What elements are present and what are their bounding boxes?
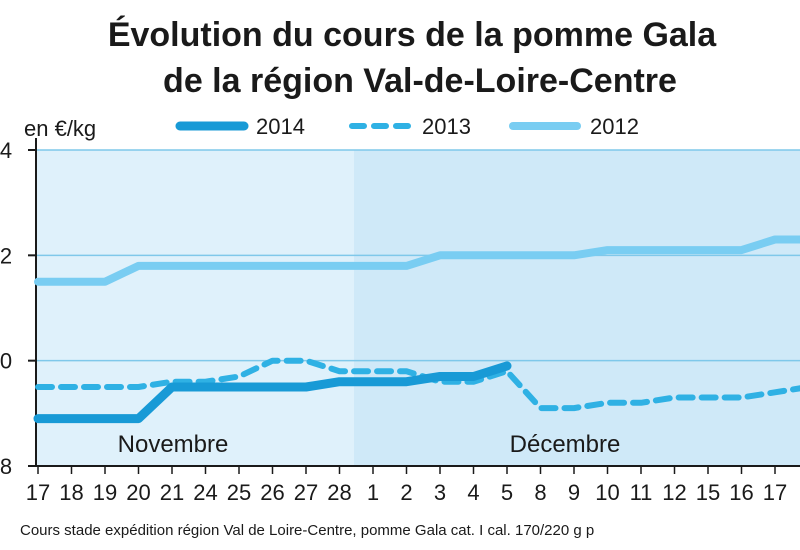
x-tick-label: 18 <box>59 480 83 505</box>
x-tick-label: 8 <box>534 480 546 505</box>
x-tick-label: 15 <box>696 480 720 505</box>
y-tick-label: 0 <box>0 349 12 374</box>
chart-title-line-1: Évolution du cours de la pomme Gala <box>108 16 717 54</box>
x-tick-label: 21 <box>160 480 184 505</box>
x-tick-label: 16 <box>729 480 753 505</box>
series-line-2012 <box>34 235 800 286</box>
x-tick-label: 2 <box>400 480 412 505</box>
x-tick-label: 17 <box>763 480 787 505</box>
x-tick-label: 27 <box>294 480 318 505</box>
legend-label-2014: 2014 <box>256 114 305 139</box>
plot-bg-november <box>36 150 354 466</box>
x-tick-label: 26 <box>260 480 284 505</box>
series-line-2014 <box>33 361 512 424</box>
legend-label-2012: 2012 <box>590 114 639 139</box>
y-axis-unit-label: en €/kg <box>24 116 96 141</box>
source-note: Cours stade expédition région Val de Loi… <box>20 522 594 539</box>
chart-title-line-2: de la région Val-de-Loire-Centre <box>163 62 677 100</box>
x-tick-label: 20 <box>126 480 150 505</box>
x-tick-label: 17 <box>26 480 50 505</box>
x-tick-label: 3 <box>434 480 446 505</box>
y-tick-label: 8 <box>0 454 12 479</box>
x-tick-label: 5 <box>501 480 513 505</box>
x-tick-label: 12 <box>662 480 686 505</box>
series-lines <box>33 235 800 424</box>
plot-background <box>36 150 800 466</box>
y-axis: 4 2 0 8 <box>0 138 37 479</box>
month-labels: Novembre Décembre <box>118 431 621 458</box>
month-label: Novembre <box>118 431 229 458</box>
month-label: Décembre <box>510 431 621 458</box>
x-axis: 1718192021242526272812345891011121516171 <box>26 465 800 505</box>
grid <box>36 149 800 362</box>
x-tick-label: 11 <box>630 480 653 505</box>
y-tick-label: 2 <box>0 243 12 268</box>
x-tick-label: 28 <box>327 480 351 505</box>
x-tick-label: 24 <box>193 480 217 505</box>
x-tick-label: 25 <box>227 480 251 505</box>
plot-bg-december <box>354 150 800 466</box>
x-tick-label: 9 <box>568 480 580 505</box>
x-tick-label: 19 <box>93 480 117 505</box>
x-tick-label: 4 <box>467 480 479 505</box>
y-tick-label: 4 <box>0 138 12 163</box>
legend: 2014 2013 2012 <box>175 114 639 139</box>
x-tick-label: 10 <box>595 480 619 505</box>
x-tick-label: 1 <box>367 480 379 505</box>
legend-label-2013: 2013 <box>422 114 471 139</box>
